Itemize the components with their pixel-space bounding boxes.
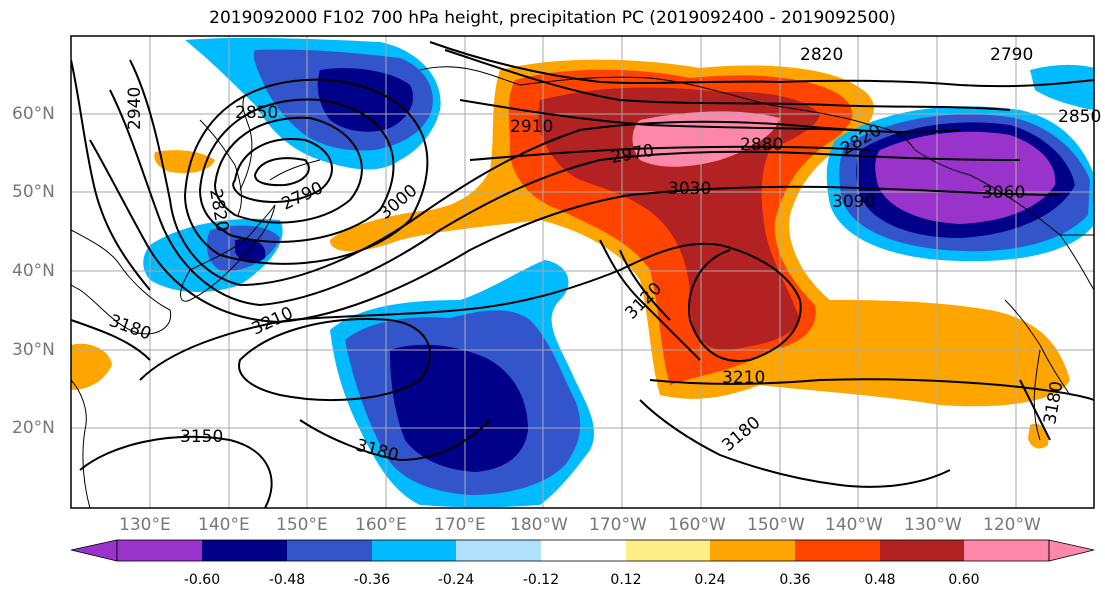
- colorbar-bin: [202, 540, 287, 561]
- colorbar-bin: [372, 540, 456, 561]
- lon-label: 170°W: [589, 515, 647, 535]
- contour-label: 2790: [990, 45, 1033, 65]
- lon-label: 130°E: [119, 515, 171, 535]
- lat-label: 40°N: [12, 261, 55, 281]
- colorbar-tick-label: -0.12: [522, 572, 560, 588]
- lon-label: 160°W: [668, 515, 726, 535]
- contour-label: 3060: [982, 183, 1025, 203]
- colorbar-bin: [626, 540, 710, 561]
- colorbar-extend-min: [70, 539, 118, 562]
- plot-frame: [70, 35, 1095, 509]
- lat-label: 30°N: [12, 340, 55, 360]
- contour-label: 3090: [832, 192, 875, 212]
- colorbar-tick-label: 0.48: [864, 572, 896, 588]
- contour-label: 3030: [668, 179, 711, 199]
- contour-label: 2940: [125, 87, 145, 130]
- colorbar-tick-label: 0.12: [610, 572, 642, 588]
- contour-label: 3150: [180, 427, 223, 447]
- colorbar-tick-label: 0.24: [694, 572, 726, 588]
- map-title: 2019092000 F102 700 hPa height, precipit…: [209, 8, 896, 28]
- contour-label: 2820: [800, 45, 843, 65]
- colorbar-extend-max: [1048, 539, 1095, 562]
- contour-label: 2850: [1058, 107, 1101, 127]
- colorbar-tick-label: -0.24: [437, 572, 475, 588]
- lat-label: 20°N: [12, 418, 55, 438]
- colorbar-bin: [117, 540, 202, 561]
- colorbar: [70, 539, 1095, 562]
- colorbar-tick-label: -0.48: [268, 572, 306, 588]
- contour-label: 2910: [510, 117, 553, 137]
- colorbar-tick-label: 0.36: [779, 572, 811, 588]
- colorbar-tick-label: -0.36: [353, 572, 391, 588]
- lat-label: 50°N: [12, 182, 55, 202]
- contour-label: 2850: [235, 103, 278, 123]
- contour-label: 3210: [722, 368, 765, 388]
- lon-label: 160°E: [355, 515, 407, 535]
- colorbar-bin: [541, 540, 626, 561]
- colorbar-bin: [287, 540, 372, 561]
- colorbar-tick-label: 0.60: [948, 572, 980, 588]
- lat-label: 60°N: [12, 104, 55, 124]
- lon-label: 150°W: [747, 515, 805, 535]
- colorbar-bin: [880, 540, 964, 561]
- height-contours: [71, 41, 1094, 508]
- lon-label: 140°E: [198, 515, 250, 535]
- lon-label: 130°W: [904, 515, 962, 535]
- lon-label: 150°E: [276, 515, 328, 535]
- contour-label: 2880: [740, 135, 783, 155]
- colorbar-bin: [964, 540, 1049, 561]
- colorbar-bin: [795, 540, 880, 561]
- colorbar-bin: [710, 540, 795, 561]
- lon-label: 170°E: [434, 515, 486, 535]
- colorbar-bin: [456, 540, 541, 561]
- colorbar-frame: [116, 539, 1050, 562]
- lon-label: 140°W: [825, 515, 883, 535]
- lon-label: 120°W: [983, 515, 1041, 535]
- colorbar-tick-label: -0.60: [183, 572, 221, 588]
- lon-label: 180°W: [510, 515, 568, 535]
